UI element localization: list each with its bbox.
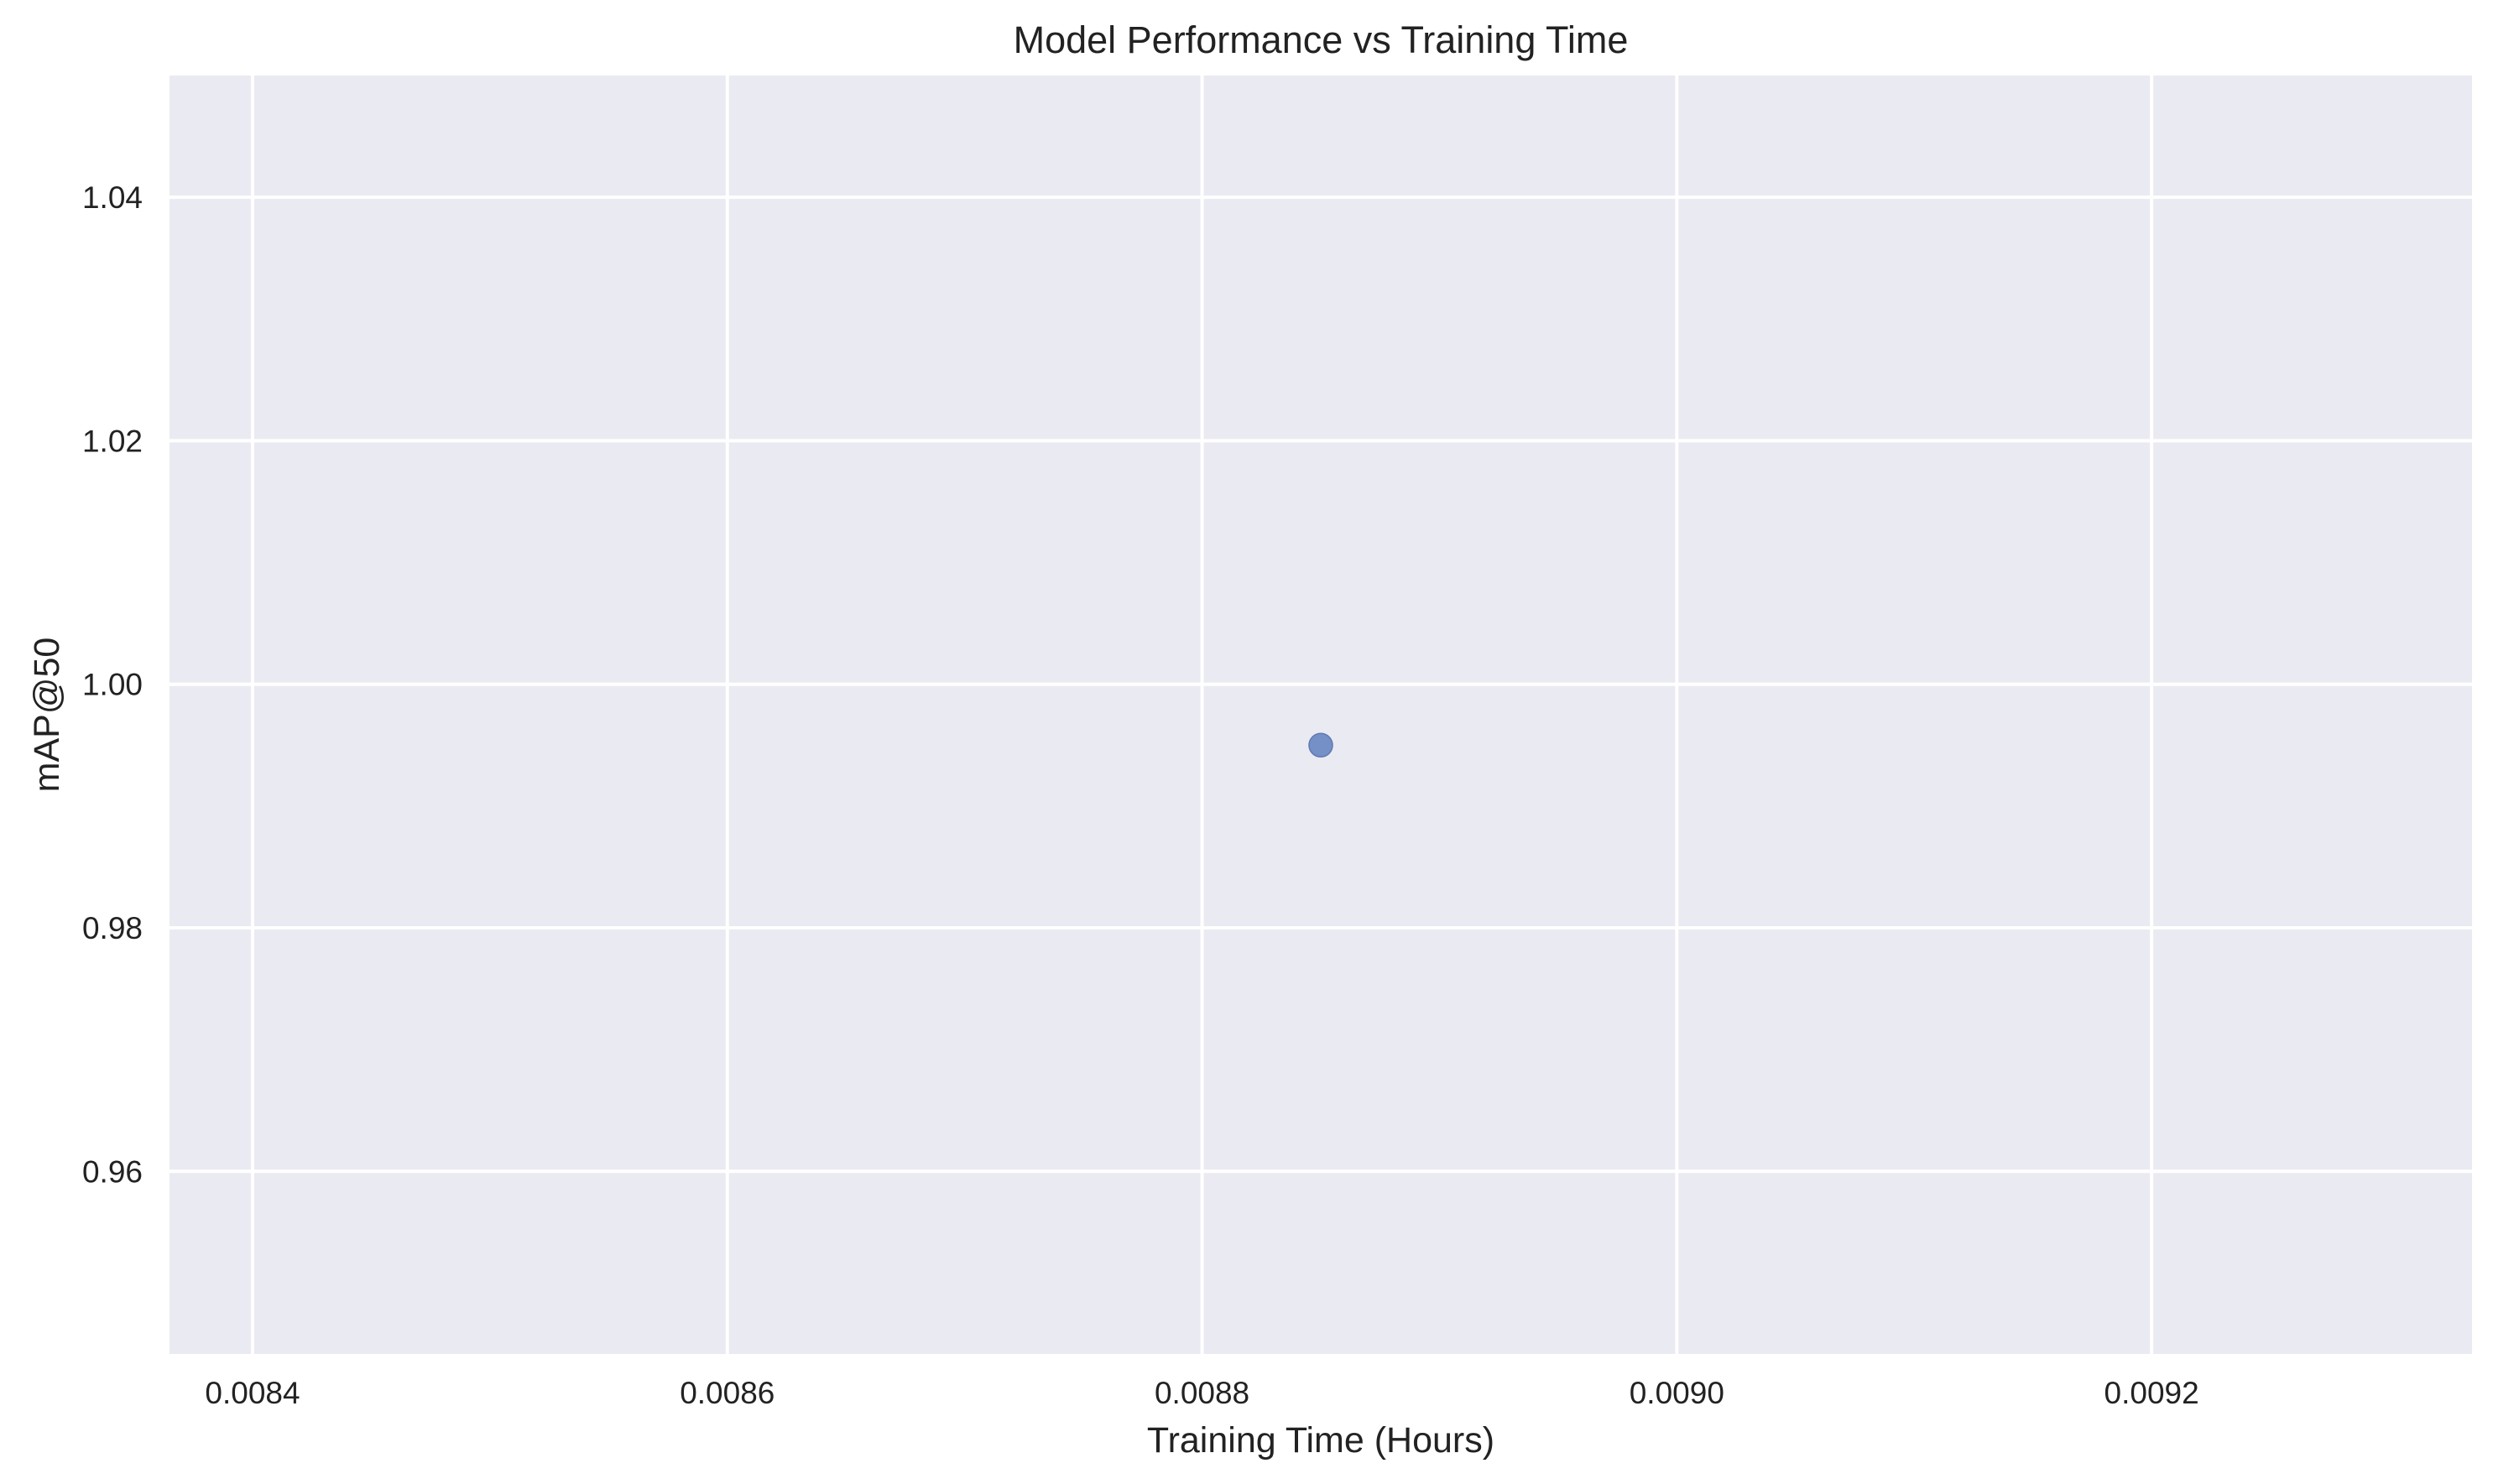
- y-tick-label: 1.02: [82, 424, 143, 458]
- y-axis-ticks: 0.96 0.98 1.00 1.02 1.04: [82, 180, 143, 1189]
- x-axis-ticks: 0.0084 0.0086 0.0088 0.0090 0.0092: [205, 1376, 2198, 1410]
- x-axis-label: Training Time (Hours): [1147, 1420, 1494, 1461]
- scatter-point: [1308, 732, 1333, 758]
- y-tick-label: 1.04: [82, 180, 143, 215]
- y-tick-label: 0.98: [82, 911, 143, 945]
- x-tick-label: 0.0088: [1155, 1376, 1249, 1410]
- x-tick-label: 0.0090: [1630, 1376, 1724, 1410]
- y-tick-label: 1.00: [82, 668, 143, 702]
- x-tick-label: 0.0084: [205, 1376, 300, 1410]
- data-points: [1308, 732, 1333, 758]
- y-axis-label: mAP@50: [27, 638, 67, 793]
- plot-background: [170, 76, 2472, 1354]
- grid-lines: [170, 76, 2472, 1354]
- x-tick-label: 0.0092: [2104, 1376, 2199, 1410]
- chart-title: Model Performance vs Training Time: [1014, 18, 1629, 61]
- x-tick-label: 0.0086: [680, 1376, 774, 1410]
- y-tick-label: 0.96: [82, 1154, 143, 1189]
